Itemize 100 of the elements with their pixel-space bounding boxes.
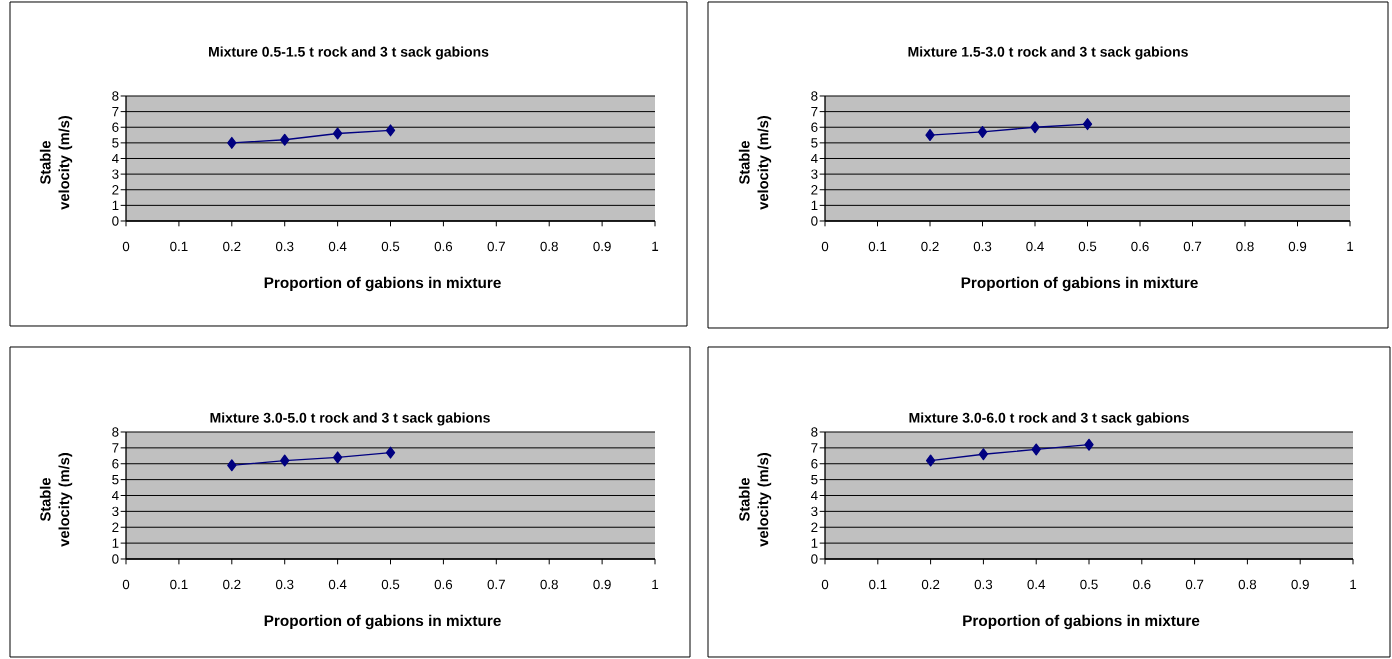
y-tick-label: 1 <box>112 538 119 548</box>
y-tick-label: 4 <box>111 153 119 164</box>
x-tick-label: 0.5 <box>1078 241 1097 252</box>
y-axis-title: Stable velocity (m/s) <box>39 115 73 210</box>
x-tick-label: 0.4 <box>1027 579 1046 590</box>
point <box>925 129 935 142</box>
y-tick-label: 8 <box>112 427 119 437</box>
x-tick-label: 0.1 <box>868 241 887 252</box>
point <box>1031 443 1041 456</box>
x-tick-label: 0.6 <box>434 241 453 252</box>
point <box>332 451 343 464</box>
x-tick-label: 0.2 <box>223 241 241 252</box>
y-tick-label: 7 <box>112 107 119 117</box>
x-tick-label: 0.4 <box>328 579 347 590</box>
x-tick-label: 0.4 <box>328 241 347 252</box>
y-tick-label: 8 <box>112 91 119 101</box>
chart-title: Mixture 0.5-1.5 t rock and 3 t sack gabions <box>209 46 489 60</box>
y-tick-label: 2 <box>811 185 818 195</box>
y-tick-label: 3 <box>811 506 818 517</box>
chart-title: Mixture 3.0-5.0 t rock and 3 t sack gabions <box>210 412 490 426</box>
x-axis-title: Proportion of gabions in mixture <box>961 276 1198 292</box>
y-tick-label: 0 <box>811 216 818 226</box>
point <box>977 125 988 138</box>
x-tick-label: 0.3 <box>275 241 294 252</box>
x-tick-label: 0.9 <box>593 241 611 252</box>
x-tick-label: 0.6 <box>1133 579 1151 590</box>
point <box>280 133 290 146</box>
x-tick-label: 0.3 <box>973 241 992 252</box>
y-tick-label: 5 <box>811 138 818 148</box>
point <box>1082 118 1093 131</box>
y-tick-label: 6 <box>811 122 818 132</box>
x-axis-title: Proportion of gabions in mixture <box>264 276 501 292</box>
y-axis-title: Stable velocity (m/s) <box>738 452 772 547</box>
x-tick-label: 0.9 <box>1291 579 1309 590</box>
x-tick-label: 0.2 <box>921 241 939 252</box>
x-tick-label: 0 <box>122 241 130 252</box>
x-tick-label: 0.6 <box>434 579 453 590</box>
x-tick-label: 0.7 <box>1183 241 1202 252</box>
x-tick-label: 0 <box>821 579 829 590</box>
y-tick-label: 7 <box>811 107 818 117</box>
y-tick-label: 5 <box>112 138 119 148</box>
point <box>332 127 343 140</box>
y-tick-label: 8 <box>811 91 818 101</box>
x-tick-label: 0.5 <box>1080 579 1098 590</box>
x-tick-label: 0 <box>821 241 829 252</box>
y-tick-label: 2 <box>112 185 119 195</box>
y-tick-label: 6 <box>811 459 818 469</box>
y-tick-label: 3 <box>112 506 119 517</box>
point <box>925 454 936 467</box>
y-tick-label: 5 <box>112 474 119 485</box>
x-tick-label: 1 <box>652 241 659 251</box>
y-tick-label: 8 <box>811 427 818 437</box>
chart-title: Mixture 3.0-6.0 t rock and 3 t sack gabions <box>909 412 1189 426</box>
point <box>280 454 290 467</box>
x-tick-label: 0.5 <box>381 579 400 590</box>
x-tick-label: 1 <box>1347 241 1354 251</box>
x-tick-label: 0.8 <box>540 241 558 252</box>
x-tick-label: 0.2 <box>223 579 241 590</box>
x-tick-label: 0.7 <box>487 579 505 590</box>
point <box>1030 121 1040 134</box>
y-tick-label: 4 <box>111 490 119 501</box>
x-tick-label: 0 <box>122 579 130 590</box>
y-tick-label: 3 <box>112 169 119 179</box>
y-tick-label: 6 <box>112 122 119 132</box>
y-tick-label: 1 <box>811 538 818 548</box>
x-tick-label: 0.5 <box>381 241 400 252</box>
x-tick-label: 0.9 <box>593 579 611 590</box>
x-tick-label: 0.1 <box>170 241 188 252</box>
x-axis-title: Proportion of gabions in mixture <box>963 614 1200 630</box>
x-axis-title: Proportion of gabions in mixture <box>264 614 501 630</box>
point <box>978 448 989 461</box>
x-tick-label: 0.3 <box>974 579 993 590</box>
x-tick-label: 0.7 <box>487 241 505 252</box>
y-tick-label: 0 <box>112 216 119 226</box>
point <box>227 136 237 149</box>
y-tick-label: 3 <box>811 169 818 179</box>
y-tick-label: 4 <box>810 490 818 501</box>
y-axis-title: Stable velocity (m/s) <box>39 452 73 547</box>
x-tick-label: 0.2 <box>921 579 940 590</box>
x-tick-label: 0.8 <box>540 579 558 590</box>
x-tick-label: 1 <box>1350 579 1357 589</box>
y-tick-label: 1 <box>112 200 119 210</box>
y-axis-title: Stable velocity (m/s) <box>738 115 772 210</box>
x-tick-label: 1 <box>652 579 659 589</box>
x-tick-label: 0.8 <box>1236 241 1254 252</box>
y-tick-label: 6 <box>112 459 119 469</box>
chart-title: Mixture 1.5-3.0 t rock and 3 t sack gabions <box>908 46 1188 60</box>
y-tick-label: 7 <box>112 443 119 453</box>
x-tick-label: 0.9 <box>1288 241 1307 252</box>
y-tick-label: 0 <box>811 554 818 564</box>
x-tick-label: 0.7 <box>1185 579 1204 590</box>
x-tick-label: 0.1 <box>869 579 887 590</box>
y-tick-label: 2 <box>811 522 818 532</box>
y-tick-label: 4 <box>810 153 818 164</box>
x-tick-label: 0.4 <box>1026 241 1044 252</box>
y-tick-label: 2 <box>112 522 119 532</box>
y-tick-label: 7 <box>811 443 818 453</box>
x-tick-label: 0.8 <box>1238 579 1257 590</box>
point <box>385 446 396 459</box>
point <box>227 459 237 472</box>
